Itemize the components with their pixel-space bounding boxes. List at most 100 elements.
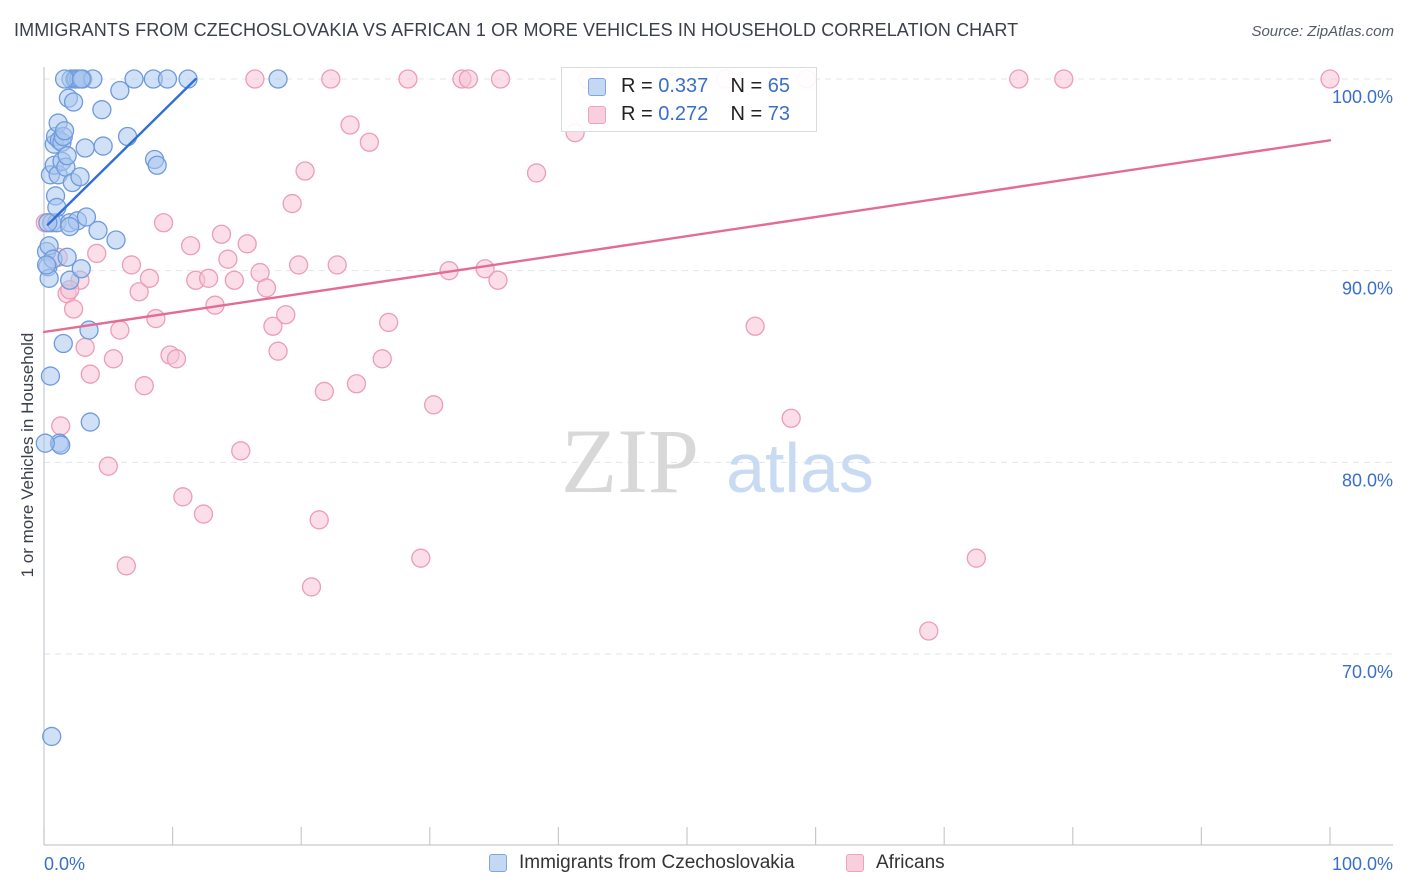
africans-point [173, 487, 193, 507]
czechoslovakia-point [40, 366, 61, 386]
czechoslovakia-point [76, 207, 97, 227]
legend-n-label: N = [730, 75, 763, 97]
czechoslovakia-point [57, 247, 77, 267]
legend-swatch-pink [588, 106, 606, 124]
legend-swatch-blue [588, 78, 606, 96]
czechoslovakia-point [157, 69, 178, 89]
czechoslovakia-point [93, 136, 113, 156]
legend-n-value: 73 [767, 103, 791, 125]
czechoslovakia-point [36, 255, 57, 275]
africans-point [424, 395, 444, 415]
africans-point [398, 69, 418, 89]
africans-point [526, 163, 547, 183]
africans-point [488, 270, 508, 290]
czechoslovakia-point [57, 146, 77, 166]
africans-point [490, 69, 511, 89]
africans-point [276, 305, 296, 325]
bottom-legend-swatch-blue [489, 854, 507, 872]
africans-point [218, 249, 238, 269]
africans-point [211, 224, 232, 244]
grid-layer [44, 78, 1393, 655]
points-layer [35, 69, 1340, 747]
chart-title: IMMIGRANTS FROM CZECHOSLOVAKIA VS AFRICA… [14, 20, 1019, 40]
africans-point [63, 299, 84, 319]
y-tick-label: 70.0% [1342, 662, 1393, 682]
czechoslovakia-point [70, 167, 90, 187]
africans-point [87, 243, 107, 264]
czechoslovakia-point [117, 126, 138, 147]
africans-point [1320, 69, 1340, 89]
africans-point [288, 255, 309, 275]
africans-point [98, 456, 118, 476]
africans-point [1054, 69, 1074, 89]
africans-point [359, 132, 380, 152]
czechoslovakia-point [71, 69, 91, 89]
y-tick-label: 80.0% [1342, 470, 1393, 490]
africans-point [340, 115, 360, 135]
legend-r-label: R = [621, 75, 653, 97]
africans-point [193, 504, 214, 524]
africans-point [327, 255, 347, 275]
africans-point [346, 374, 367, 394]
legend-text: R = 0.272 N = 73 [621, 103, 790, 126]
africans-point [110, 320, 130, 340]
czechoslovakia-point [124, 69, 144, 89]
africans-point [80, 364, 100, 384]
czechoslovakia-point [92, 100, 112, 120]
czechoslovakia-point [60, 216, 80, 237]
czechoslovakia-point [75, 138, 95, 158]
africans-point [231, 441, 251, 461]
africans-point [745, 316, 765, 336]
czechoslovakia-point [88, 220, 108, 241]
africans-point [314, 381, 334, 402]
legend-n-label: N = [730, 103, 763, 125]
czechoslovakia-point [53, 333, 73, 354]
bottom-legend-label: Africans [876, 852, 945, 873]
ticks-layer: 100.0% 90.0% 80.0% 70.0% 0.0% 100.0% [44, 87, 1393, 874]
africans-point [263, 316, 283, 336]
stats-legend: R = 0.337 N = 65 R = 0.272 N = 73 [561, 67, 817, 132]
legend-r-value: 0.272 [658, 103, 709, 125]
africans-trend-line [42, 139, 1332, 334]
africans-point [166, 349, 187, 369]
czechoslovakia-point [106, 230, 126, 250]
africans-point [268, 341, 288, 361]
watermark: ZIP atlas [561, 410, 874, 512]
axes-layer [43, 67, 1393, 846]
x-tick-label-max: 100.0% [1332, 854, 1393, 874]
series-blue [35, 69, 288, 747]
africans-point [919, 621, 939, 641]
africans-point [781, 408, 801, 428]
africans-point [282, 193, 302, 214]
y-tick-label: 100.0% [1332, 87, 1393, 107]
czechoslovakia-point [35, 433, 55, 453]
watermark-zip: ZIP [561, 410, 699, 512]
africans-point [121, 255, 142, 275]
africans-point [75, 337, 95, 357]
africans-point [103, 349, 124, 369]
source-label: Source: ZipAtlas.com [1251, 23, 1394, 40]
africans-point [245, 69, 265, 89]
czechoslovakia-point [71, 259, 91, 279]
czechoslovakia-point [54, 69, 75, 89]
africans-point [966, 548, 986, 568]
series-pink [35, 69, 1340, 641]
czechoslovakia-point [54, 121, 75, 141]
legend-text: R = 0.337 N = 65 [621, 75, 790, 98]
bottom-legend-label: Immigrants from Czechoslovakia [519, 852, 795, 873]
czechoslovakia-trend-line [46, 77, 197, 226]
czechoslovakia-point [80, 412, 100, 432]
czechoslovakia-point [60, 270, 80, 290]
africans-point [134, 376, 154, 396]
africans-point [458, 69, 479, 89]
bottom-legend-swatch-pink [846, 854, 864, 872]
czechoslovakia-point [63, 92, 84, 112]
czechoslovakia-point [38, 213, 58, 233]
africans-point [198, 268, 219, 288]
czechoslovakia-point [268, 69, 288, 89]
africans-point [116, 556, 136, 576]
legend-r-label: R = [621, 103, 653, 125]
africans-point [411, 548, 431, 568]
trend-layer [42, 77, 1332, 334]
